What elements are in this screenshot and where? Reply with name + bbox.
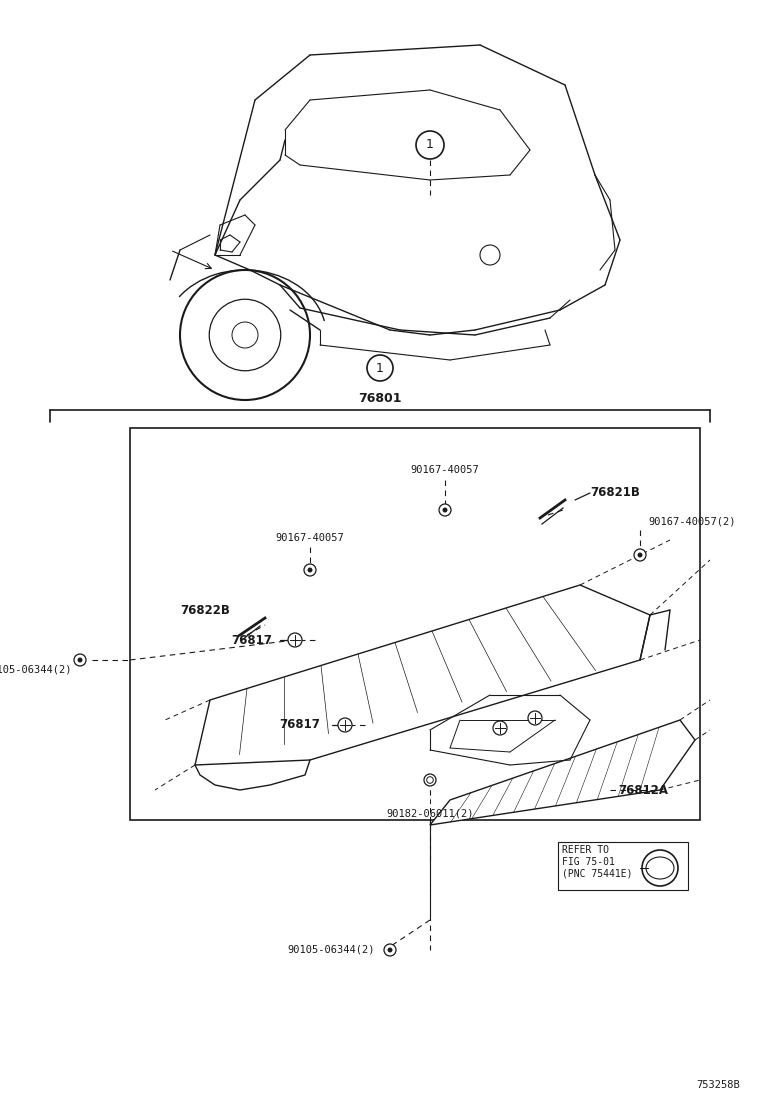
Circle shape — [384, 944, 396, 956]
Text: 76817: 76817 — [279, 718, 320, 732]
Text: 76821B: 76821B — [590, 487, 640, 499]
Circle shape — [288, 633, 302, 647]
Text: 1: 1 — [376, 361, 384, 375]
Polygon shape — [430, 719, 695, 825]
Bar — [558, 842, 688, 890]
Circle shape — [528, 711, 542, 725]
Text: 90167-40057: 90167-40057 — [410, 465, 480, 475]
Text: 76801: 76801 — [358, 393, 402, 405]
Text: 90105-06344(2): 90105-06344(2) — [287, 945, 375, 955]
Text: 76817: 76817 — [231, 634, 272, 646]
Circle shape — [634, 549, 646, 560]
Circle shape — [304, 564, 316, 576]
Text: 90105-06344(2): 90105-06344(2) — [0, 665, 72, 675]
Circle shape — [74, 654, 86, 666]
Text: 76812A: 76812A — [618, 784, 668, 796]
Circle shape — [493, 721, 507, 735]
Circle shape — [424, 774, 436, 786]
Circle shape — [388, 947, 392, 952]
Text: 90167-40057: 90167-40057 — [276, 533, 344, 543]
Circle shape — [439, 504, 451, 516]
Text: 90167-40057(2): 90167-40057(2) — [648, 517, 736, 527]
Circle shape — [638, 553, 642, 557]
Text: REFER TO
FIG 75-01
(PNC 75441E): REFER TO FIG 75-01 (PNC 75441E) — [562, 845, 632, 878]
Text: 90182-06011(2): 90182-06011(2) — [386, 808, 473, 818]
Circle shape — [308, 568, 312, 572]
Circle shape — [78, 658, 82, 662]
Polygon shape — [195, 585, 650, 765]
Circle shape — [338, 718, 352, 732]
Text: 1: 1 — [426, 139, 434, 151]
Text: 753258B: 753258B — [696, 1080, 740, 1090]
Bar — [130, 428, 700, 820]
Text: 76822B: 76822B — [180, 604, 230, 616]
Circle shape — [443, 508, 447, 513]
